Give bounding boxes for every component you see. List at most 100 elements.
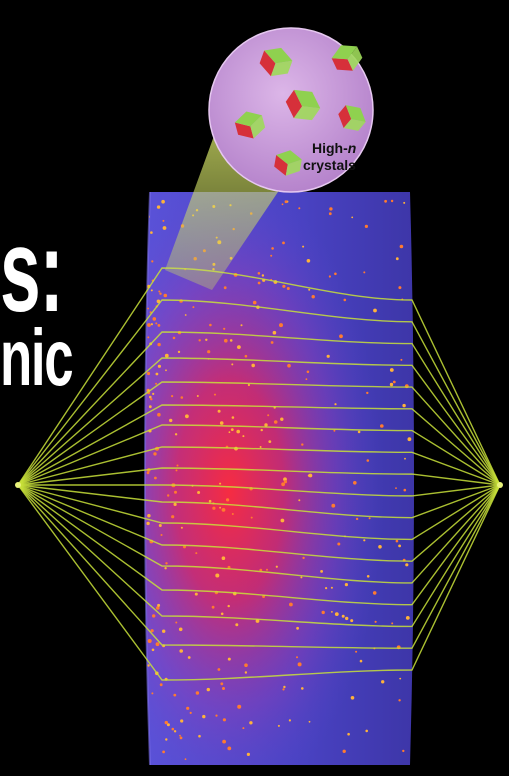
particle: [403, 201, 406, 204]
particle: [151, 260, 154, 263]
particle: [266, 568, 268, 571]
particle: [400, 358, 403, 361]
particle: [211, 605, 215, 609]
particle: [289, 602, 293, 607]
particle: [222, 718, 226, 722]
particle: [389, 368, 394, 372]
particle: [231, 363, 234, 366]
particle: [147, 514, 151, 518]
particle: [164, 567, 167, 570]
particle: [242, 727, 245, 730]
particle: [158, 290, 161, 293]
particle: [195, 552, 198, 555]
particle: [150, 629, 154, 633]
particle: [186, 706, 190, 710]
particle: [165, 562, 168, 565]
particle: [205, 338, 208, 341]
light-rays: [17, 267, 501, 681]
particle: [224, 338, 228, 343]
particle: [228, 431, 231, 434]
particle: [302, 245, 305, 248]
particle: [282, 688, 285, 691]
light-ray: [17, 357, 501, 486]
lens-particles: [146, 199, 412, 761]
particle: [399, 244, 404, 249]
particle: [341, 614, 345, 618]
particle: [174, 490, 177, 494]
inset-label-variable: n: [347, 140, 357, 156]
particle: [398, 286, 402, 290]
particle: [281, 203, 284, 206]
particle: [196, 395, 199, 397]
particle: [374, 620, 377, 623]
particle: [334, 403, 337, 406]
headline-line-1: s:: [0, 205, 64, 337]
particle: [372, 591, 377, 595]
particle: [286, 287, 290, 290]
particle: [236, 429, 240, 434]
particle: [173, 502, 177, 506]
particle: [298, 207, 301, 210]
particle: [329, 207, 333, 211]
particle: [173, 730, 177, 733]
particle: [185, 414, 189, 419]
particle: [395, 487, 397, 489]
particle: [151, 692, 154, 695]
particle: [159, 292, 162, 295]
particle: [156, 299, 161, 304]
particle: [300, 576, 303, 579]
light-ray: [18, 484, 501, 497]
light-ray: [17, 404, 501, 486]
particle: [214, 393, 216, 396]
light-ray: [17, 484, 501, 606]
particle: [268, 440, 272, 443]
crystal-cube: [338, 105, 366, 131]
particle: [333, 429, 336, 432]
light-ray: [17, 484, 501, 541]
particle: [215, 714, 218, 717]
particle: [353, 481, 357, 485]
particle: [226, 498, 230, 502]
headline-line-2: nic: [0, 313, 74, 402]
particle: [273, 420, 278, 424]
particle: [221, 556, 226, 560]
particle: [405, 563, 409, 567]
particle: [373, 308, 377, 313]
particle: [296, 656, 298, 659]
light-ray: [17, 484, 501, 519]
particle: [162, 226, 167, 230]
particle: [359, 659, 363, 663]
particle: [230, 428, 234, 431]
particle: [271, 247, 274, 250]
particle: [330, 586, 333, 589]
particle: [202, 714, 206, 719]
particle: [252, 300, 257, 305]
particle: [179, 649, 183, 653]
particle: [247, 383, 250, 387]
crystal-cube: [274, 150, 302, 176]
particle: [282, 241, 285, 245]
particle: [229, 339, 233, 342]
particle: [301, 443, 304, 446]
crystal-cube: [259, 47, 293, 77]
inset-label-line-2: crystals: [303, 157, 356, 173]
light-ray: [17, 484, 501, 562]
particle: [152, 317, 157, 321]
particle: [178, 627, 183, 632]
particle: [343, 298, 347, 302]
inset-label-prefix: High-: [312, 140, 348, 156]
particle: [171, 395, 174, 398]
particle: [177, 350, 181, 354]
particle: [221, 508, 226, 512]
particle: [281, 482, 285, 487]
particle: [157, 324, 161, 327]
particle: [308, 288, 311, 291]
particle: [223, 327, 226, 330]
particle: [280, 518, 285, 523]
particle: [157, 412, 161, 417]
particle: [270, 341, 274, 344]
light-ray: [17, 484, 501, 584]
particle: [345, 616, 349, 621]
particle: [165, 738, 168, 741]
particle: [160, 534, 163, 536]
